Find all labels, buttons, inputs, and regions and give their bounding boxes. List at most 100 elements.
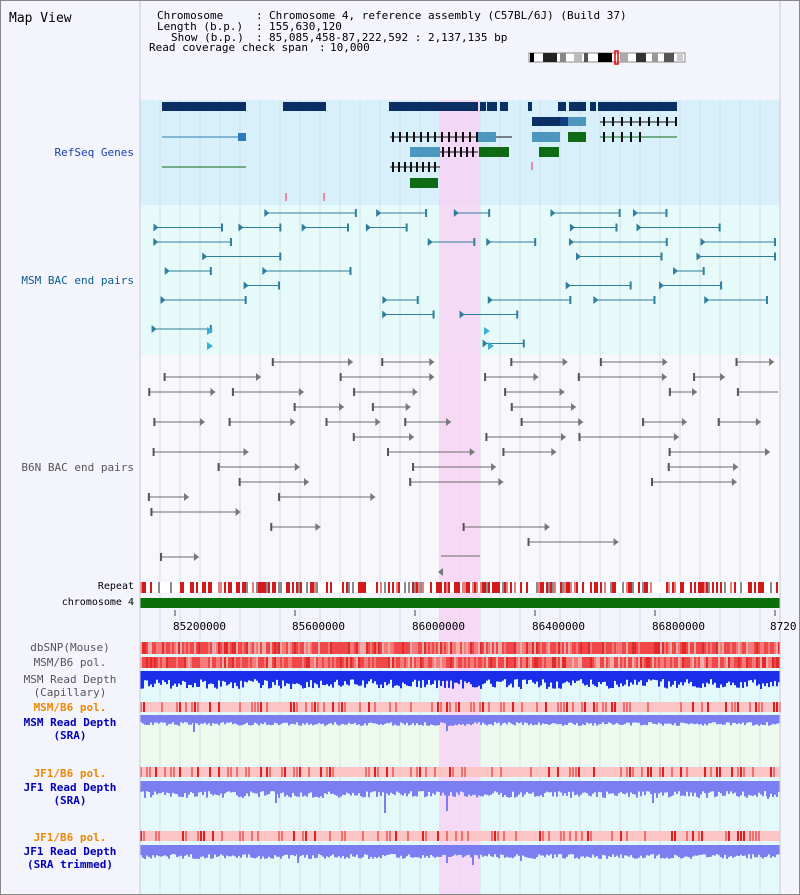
b6n-bac-end	[339, 403, 345, 411]
heat-cell	[508, 657, 510, 668]
read-depth-bar	[374, 715, 376, 724]
length-sep: :	[256, 20, 263, 33]
read-depth-bar	[546, 715, 548, 725]
track-label-dbsnp[interactable]: dbSNP(Mouse)	[30, 641, 110, 654]
repeat-mark	[596, 582, 598, 593]
gene-exon	[460, 147, 462, 157]
b6n-bac-end	[353, 388, 356, 396]
msm-bac-end	[207, 342, 213, 350]
gene-exon	[238, 133, 246, 141]
read-depth-bar	[252, 671, 254, 682]
heat-cell	[458, 642, 460, 654]
read-depth-bar	[562, 845, 564, 859]
read-depth-bar	[724, 845, 726, 855]
read-depth-bar	[486, 781, 488, 795]
read-depth-bar	[502, 715, 504, 724]
read-depth-bar	[510, 715, 512, 724]
heat-cell	[542, 642, 544, 654]
repeat-mark	[150, 582, 152, 593]
read-depth-bar	[420, 715, 422, 725]
read-depth-bar	[616, 845, 618, 856]
heat-cell	[647, 767, 649, 777]
heat-cell	[324, 642, 326, 654]
track-label-jf1-b6-pol-1[interactable]: JF1/B6 pol.	[33, 767, 107, 780]
heat-cell	[410, 642, 412, 654]
gene-exon	[392, 132, 394, 142]
track-label-refseq[interactable]: RefSeq Genes	[54, 146, 134, 159]
heat-cell	[154, 657, 156, 668]
heat-cell	[184, 657, 186, 668]
read-depth-bar	[548, 845, 550, 856]
read-depth-bar	[162, 671, 164, 681]
read-depth-bar	[698, 671, 700, 688]
read-depth-bar	[480, 715, 482, 725]
b6n-bac-end	[462, 523, 465, 531]
read-depth-bar	[314, 671, 316, 684]
read-depth-bar	[332, 845, 334, 855]
read-depth-bar	[232, 715, 234, 725]
read-depth-bar	[360, 715, 362, 726]
track-label-msm-bac[interactable]: MSM BAC end pairs	[21, 274, 134, 287]
read-depth-bar	[422, 781, 424, 792]
heat-cell	[462, 657, 464, 668]
track-label-b6n-bac[interactable]: B6N BAC end pairs	[21, 461, 134, 474]
repeat-mark	[398, 582, 400, 593]
read-depth-bar	[182, 715, 184, 724]
read-depth-bar	[302, 715, 304, 724]
read-depth-bar	[746, 845, 748, 859]
heat-cell	[166, 642, 168, 654]
read-depth-bar	[410, 845, 412, 858]
heat-cell	[146, 657, 148, 668]
track-label-jf1-depth-sra[interactable]: JF1 Read Depth	[23, 781, 117, 794]
read-depth-bar	[342, 715, 344, 724]
read-depth-bar	[694, 781, 696, 793]
repeat-mark	[420, 582, 422, 593]
read-depth-bar	[144, 671, 146, 681]
read-depth-bar	[612, 845, 614, 855]
heat-cell	[508, 642, 510, 654]
track-label-msm-b6-pol-1[interactable]: MSM/B6 pol.	[33, 656, 107, 669]
track-label-jf1-depth-trim[interactable]: JF1 Read Depth	[23, 845, 117, 858]
repeat-mark	[562, 582, 564, 593]
read-depth-bar	[476, 671, 478, 688]
heat-cell	[556, 657, 558, 668]
read-depth-bar	[506, 845, 508, 857]
track-label-jf1-b6-pol-2[interactable]: JF1/B6 pol.	[33, 831, 107, 844]
track-label-msm-depth-cap[interactable]: MSM Read Depth	[23, 673, 117, 686]
heat-cell	[180, 642, 182, 654]
track-label-msm-depth-sra[interactable]: MSM Read Depth	[23, 716, 117, 729]
read-depth-bar	[400, 715, 402, 723]
chromosome-bar	[140, 598, 780, 608]
repeat-mark	[610, 582, 612, 593]
read-depth-bar	[308, 715, 310, 725]
heat-cell	[194, 642, 196, 654]
read-depth-bar	[256, 715, 258, 724]
read-depth-bar	[256, 845, 258, 858]
gene-exon	[441, 132, 443, 142]
read-depth-bar	[496, 715, 498, 724]
track-label-repeat[interactable]: Repeat	[97, 581, 134, 592]
gene-exon	[630, 117, 632, 126]
read-depth-bar	[388, 671, 390, 684]
read-depth-bar	[554, 781, 556, 793]
track-label-msm-b6-pol-2[interactable]: MSM/B6 pol.	[33, 701, 107, 714]
read-depth-bar	[428, 715, 430, 726]
heat-cell	[281, 767, 283, 777]
heat-cell	[605, 702, 607, 712]
read-depth-bar	[666, 781, 668, 793]
heat-cell	[754, 657, 756, 668]
heat-cell	[200, 657, 202, 668]
read-depth-bar	[158, 845, 160, 857]
read-depth-bar	[668, 715, 670, 724]
heat-cell	[668, 657, 670, 668]
read-depth-bar	[774, 781, 776, 795]
heat-cell	[437, 831, 439, 841]
read-depth-bar	[438, 715, 440, 726]
heat-cell	[372, 657, 374, 668]
msm-bac-end	[696, 252, 702, 261]
heat-cell	[386, 657, 388, 668]
heat-cell	[272, 642, 274, 654]
read-depth-bar	[194, 671, 196, 684]
read-depth-bar	[498, 671, 500, 682]
